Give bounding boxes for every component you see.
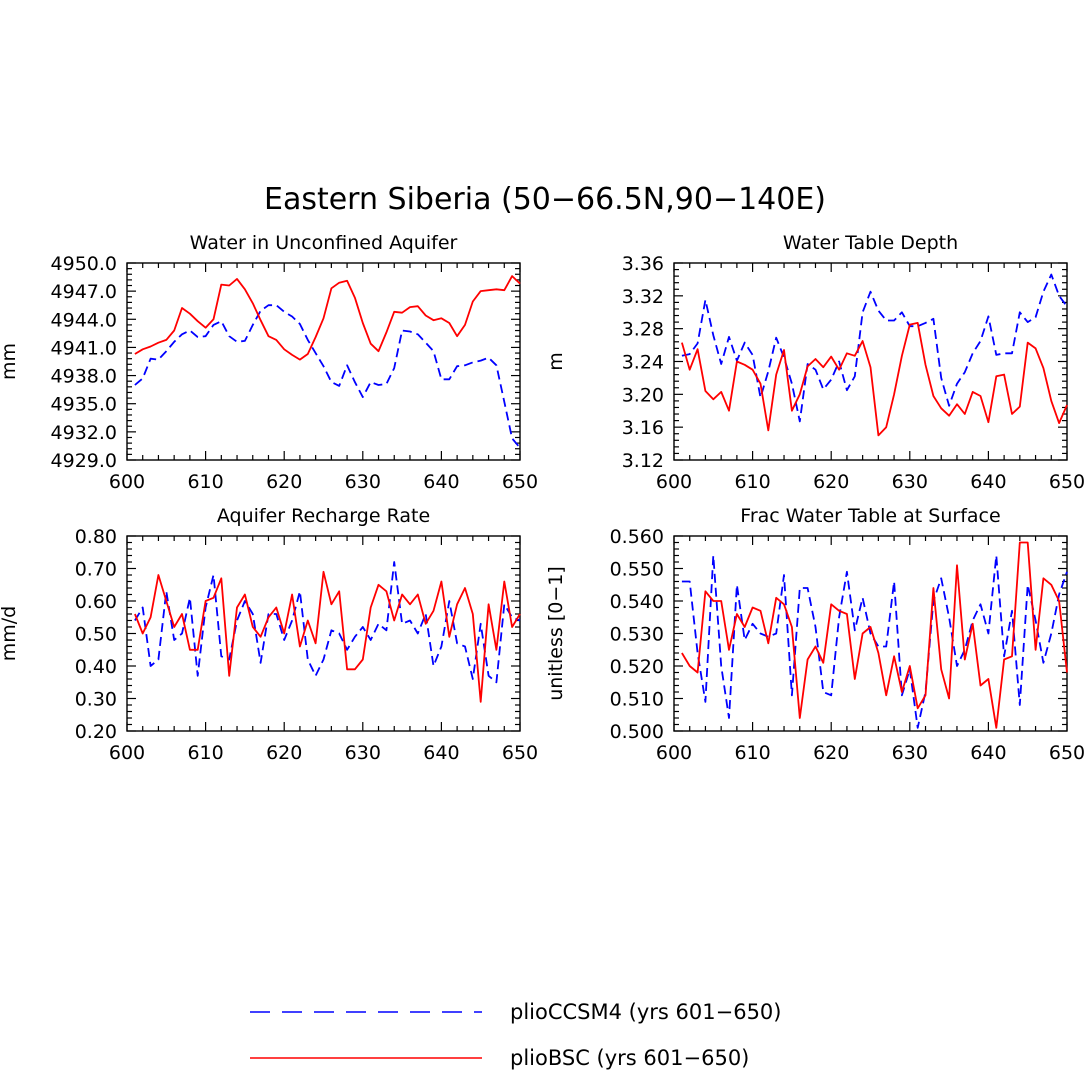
y-tick-label: 3.24 [622, 352, 664, 374]
y-tick-label: 3.20 [622, 384, 664, 406]
panel-title: Water in Unconfined Aquifer [190, 232, 458, 254]
x-tick-label: 650 [502, 742, 538, 764]
legend-label-pliocCSM4: plioCCSM4 (yrs 601−650) [510, 1000, 781, 1024]
x-tick-label: 640 [970, 471, 1006, 493]
x-tick-label: 600 [656, 742, 692, 764]
y-axis-label: mm/d [0, 606, 20, 661]
y-tick-label: 3.12 [622, 450, 664, 472]
x-tick-label: 620 [813, 742, 849, 764]
y-tick-label: 0.20 [75, 721, 117, 743]
plot-frame [126, 262, 521, 461]
y-tick-label: 4950.0 [51, 253, 117, 275]
y-tick-label: 4944.0 [51, 309, 117, 331]
y-tick-label: 3.36 [622, 253, 664, 275]
x-tick-label: 620 [266, 471, 302, 493]
x-tick-label: 610 [734, 742, 770, 764]
y-axis-label: mm [0, 343, 20, 380]
y-axis-label: unitless [0−1] [545, 566, 567, 701]
y-tick-label: 0.50 [75, 624, 117, 646]
y-tick-label: 4932.0 [51, 422, 117, 444]
y-tick-label: 3.28 [622, 319, 664, 341]
legend-label-plioBSC: plioBSC (yrs 601−650) [510, 1046, 749, 1070]
x-tick-label: 640 [970, 742, 1006, 764]
y-tick-label: 0.520 [610, 656, 664, 678]
series-line-plioCCSM4 [134, 304, 521, 449]
series-line-plioBSC [134, 570, 521, 703]
y-tick-label: 0.540 [610, 591, 664, 613]
x-tick-label: 600 [656, 471, 692, 493]
x-tick-label: 630 [892, 471, 928, 493]
series-line-plioBSC [681, 321, 1068, 437]
chart-panel-4: Frac Water Table at Surface unitless [0−1… [545, 505, 1085, 764]
y-tick-label: 0.30 [75, 689, 117, 711]
series-line-plioBSC [134, 275, 521, 361]
x-tick-label: 640 [423, 471, 459, 493]
x-tick-label: 620 [266, 742, 302, 764]
x-tick-label: 630 [345, 742, 381, 764]
x-tick-label: 610 [187, 471, 223, 493]
x-tick-label: 610 [734, 471, 770, 493]
y-tick-label: 4947.0 [51, 281, 117, 303]
y-tick-label: 0.560 [610, 526, 664, 548]
y-tick-label: 3.16 [622, 417, 664, 439]
y-tick-label: 0.60 [75, 591, 117, 613]
x-tick-label: 610 [187, 742, 223, 764]
panel-title: Water Table Depth [783, 232, 958, 254]
series-line-plioCCSM4 [134, 561, 521, 684]
y-tick-label: 0.550 [610, 559, 664, 581]
figure-title: Eastern Siberia (50−66.5N,90−140E) [264, 182, 826, 217]
x-tick-label: 640 [423, 742, 459, 764]
x-tick-label: 600 [109, 471, 145, 493]
x-tick-label: 630 [345, 471, 381, 493]
y-tick-label: 4938.0 [51, 366, 117, 388]
y-tick-label: 3.32 [622, 286, 664, 308]
y-tick-label: 0.510 [610, 689, 664, 711]
legend: plioCCSM4 (yrs 601−650) plioBSC (yrs 601… [250, 1000, 781, 1070]
y-axis-label: m [545, 352, 567, 371]
x-tick-label: 650 [502, 471, 538, 493]
panel-title: Aquifer Recharge Rate [217, 505, 430, 527]
chart-panel-2: Water Table Depth m 600 610 620 630 640 650 3.12… [545, 232, 1085, 493]
panels: Water in Unconfined Aquifer mm 600 610 620 63… [0, 232, 1085, 764]
y-tick-label: 0.80 [75, 526, 117, 548]
y-tick-label: 0.500 [610, 721, 664, 743]
x-tick-label: 600 [109, 742, 145, 764]
chart-panel-3: Aquifer Recharge Rate mm/d 600 610 620 630 640… [0, 505, 538, 764]
series-line-plioCCSM4 [681, 273, 1068, 423]
y-tick-label: 0.70 [75, 559, 117, 581]
y-tick-label: 4941.0 [51, 337, 117, 359]
x-tick-label: 650 [1049, 471, 1085, 493]
y-tick-label: 4929.0 [51, 450, 117, 472]
series-line-plioBSC [681, 541, 1068, 729]
chart-panel-1: Water in Unconfined Aquifer mm 600 610 620 63… [0, 232, 538, 493]
x-tick-label: 650 [1049, 742, 1085, 764]
x-tick-label: 620 [813, 471, 849, 493]
y-tick-label: 0.530 [610, 624, 664, 646]
panel-title: Frac Water Table at Surface [740, 505, 1000, 527]
y-tick-label: 0.40 [75, 656, 117, 678]
x-tick-label: 630 [892, 742, 928, 764]
y-tick-label: 4935.0 [51, 394, 117, 416]
